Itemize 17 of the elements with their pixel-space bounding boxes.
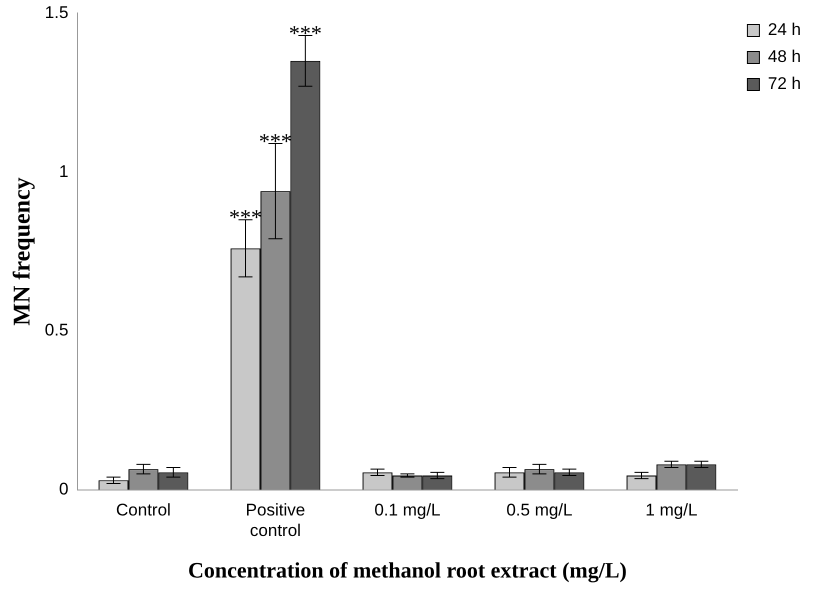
x-tick-label: 1 mg/L [645, 500, 698, 520]
y-tick-label: 1 [58, 162, 68, 181]
y-axis-title: MN frequency [10, 177, 36, 326]
x-tick-label: Control [116, 500, 171, 520]
x-tick-label: 0.5 mg/L [506, 500, 572, 520]
legend-label: 24 h [768, 20, 802, 40]
y-tick-label: 0 [58, 479, 68, 498]
x-axis-title: Concentration of methanol root extract (mg/L) [188, 557, 627, 582]
annotation: *** [258, 128, 292, 154]
y-tick-label: 1.5 [44, 2, 68, 22]
x-tick-label: 0.1 mg/L [374, 500, 440, 520]
y-tick-label: 0.5 [44, 320, 68, 340]
annotation: *** [229, 204, 262, 230]
x-tick-label: Positive control [246, 500, 306, 540]
legend-label: 48 h [768, 47, 802, 66]
legend-label: 72 h [768, 74, 802, 94]
annotation: *** [288, 20, 322, 46]
